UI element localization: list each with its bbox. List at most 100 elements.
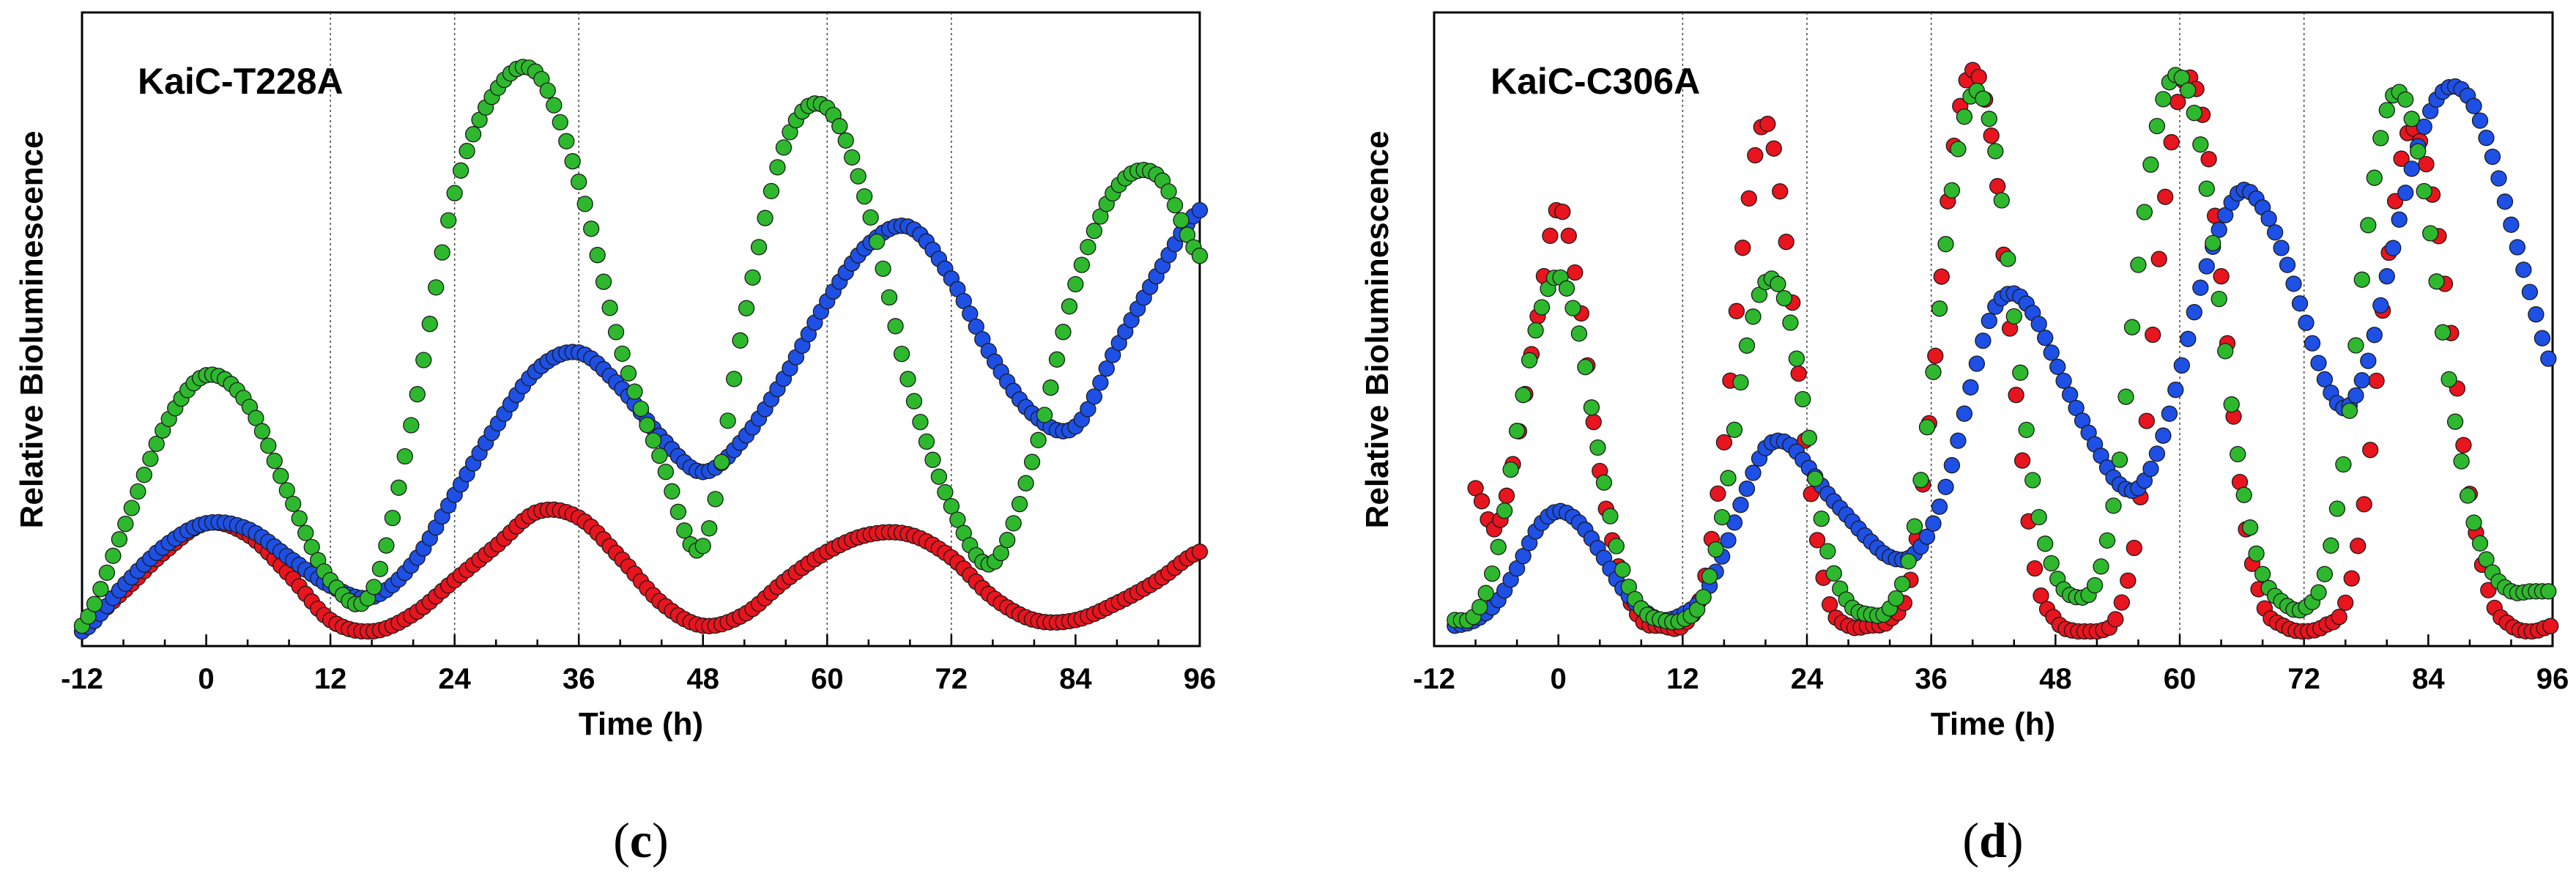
panel-c-green-point [464, 126, 482, 143]
panel-c-green-point [607, 324, 625, 341]
panel-d-green-point [1508, 423, 1526, 440]
panel-c-caption: (c) [613, 812, 669, 868]
panel-d-green-point [1695, 588, 1712, 606]
panel-d-green-point [2217, 343, 2234, 360]
panel-c-green-point [701, 520, 718, 537]
panel-c-green-point [92, 581, 109, 598]
panel-d-blue-point [2061, 386, 2079, 403]
panel-d-green-point [2434, 324, 2451, 341]
panel-d-green-point [2005, 308, 2022, 325]
panel-d-green-point [2024, 472, 2041, 489]
panel-d-green-point [1745, 308, 1762, 325]
panel-d-green-point [1558, 280, 1575, 297]
panel-d-green-point [1987, 143, 2004, 160]
panel-d-red-point [2393, 150, 2410, 167]
panel-d-blue-point [2366, 327, 2383, 344]
panel-c-green-point [992, 544, 1009, 562]
panel-d-blue-point [2353, 372, 2370, 389]
panel-d-green-point [2211, 290, 2227, 308]
panel-c-blue-point [1098, 360, 1115, 377]
panel-c-green-point [1073, 256, 1091, 273]
panel-d-blue-point [2142, 460, 2159, 478]
panel-d-red-point [1790, 365, 1807, 382]
panel-d-green-point [2428, 273, 2445, 290]
panel-d-red-point [1759, 116, 1776, 133]
panel-d-green-point [2459, 487, 2476, 504]
panel-c-green-point [539, 82, 556, 99]
panel-d-red-point [2126, 539, 2142, 557]
panel-d-red-point [1498, 487, 1515, 504]
panel-c-green-point [713, 453, 730, 470]
panel-d-green-point [2000, 251, 2016, 267]
panel-d-red-point [1560, 227, 1577, 245]
panel-d-blue-point [2285, 275, 2302, 292]
panel-d-blue-point [1975, 332, 1992, 349]
panel-c-title: KaiC-T228A [138, 61, 344, 102]
panel-c-green-point [130, 483, 146, 500]
panel-d-series-red [1467, 62, 2559, 640]
panel-d-green-point [2416, 182, 2432, 200]
panel-d-green-point [2018, 421, 2035, 439]
panel-d-blue-point [1720, 532, 1737, 549]
panel-c-xtick-label: -12 [61, 663, 103, 695]
panel-d-red-point [2368, 372, 2385, 390]
panel-d-red-point [2542, 617, 2559, 634]
panel-d-green-point [2186, 104, 2202, 122]
panel-c-green-point [98, 564, 116, 582]
panel-d-green-point [2540, 583, 2557, 600]
panel-c-green-point [409, 386, 426, 403]
panel-c-green-point [440, 212, 457, 229]
panel-d-green-point [2098, 532, 2116, 549]
panel-c-green-point [1011, 495, 1028, 513]
panel-d-blue-point [2266, 224, 2284, 241]
panel-d-blue-point [2167, 382, 2184, 398]
panel-d-green-point [1800, 429, 1817, 446]
panel-c-green-point [396, 448, 413, 465]
panel-d-green-point [2136, 204, 2153, 220]
panel-c-green-point [142, 450, 159, 467]
panel-c-green-point [762, 182, 780, 200]
panel-d-green-point [2471, 535, 2489, 552]
panel-d-green-point [2223, 396, 2240, 413]
panel-d-green-point [2012, 364, 2029, 381]
panel-c-green-point [893, 345, 910, 363]
panel-d-red-point [1567, 264, 1584, 281]
panel-d-blue-point [2291, 295, 2309, 312]
panel-d-green-point [1807, 470, 1824, 487]
panel-d-red-point [1772, 183, 1789, 200]
panel-c-green-point [1023, 453, 1041, 470]
panel-c-green-point [589, 247, 606, 264]
panel-c-xtick-label: 72 [935, 663, 968, 695]
panel-c-green-point [303, 538, 320, 556]
panel-c-green-point [365, 579, 382, 596]
panel-c-green-point [757, 209, 773, 226]
panel-c-green-point [601, 300, 618, 316]
panel-d-red-point [1715, 434, 1733, 451]
panel-d-red-point [2113, 594, 2130, 611]
panel-d-red-point [1983, 127, 2000, 144]
panel-d-green-point [2316, 565, 2334, 582]
panel-d-green-point [1564, 300, 1581, 316]
panel-c-green-point [862, 209, 879, 226]
panel-c-green-point [850, 168, 866, 185]
panel-d-blue-point [2515, 262, 2532, 278]
panel-d-blue-point [2484, 148, 2501, 166]
panel-d-green-point [1937, 236, 1954, 253]
panel-c-green-point [1166, 197, 1184, 214]
panel-c-green-point [899, 371, 916, 387]
panel-c-green-point [632, 400, 650, 418]
panel-d-xticks: -12 0 12 24 36 48 60 72 84 96 [1413, 634, 2569, 695]
panel-d-red-point [2013, 452, 2031, 469]
panel-d-green-point [2372, 130, 2389, 146]
panel-d-green-point [1981, 111, 1997, 127]
panel-d-red-point [1970, 68, 1987, 86]
panel-c-green-point [452, 162, 469, 179]
panel-d-red-point [1734, 240, 1751, 256]
panel-c-green-point [415, 352, 432, 368]
panel-d-red-point [2350, 538, 2367, 555]
panel-d-green-point [1595, 474, 1613, 491]
panel-d-green-point [2235, 486, 2252, 503]
panel-c-blue-point [1092, 374, 1109, 391]
panel-d-green-point [2037, 535, 2054, 552]
